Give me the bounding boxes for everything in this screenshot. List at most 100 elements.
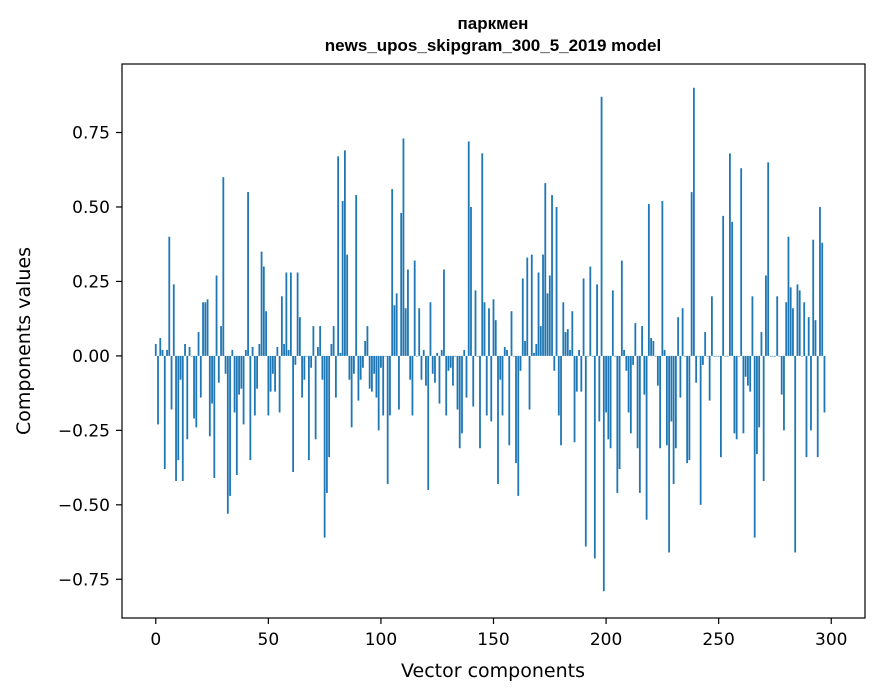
bar <box>429 302 432 356</box>
bar <box>440 349 443 356</box>
bar <box>627 355 630 413</box>
bar <box>670 355 673 422</box>
bar <box>557 355 560 416</box>
bar <box>744 355 747 377</box>
bar <box>645 355 648 520</box>
bar <box>253 355 256 416</box>
bar <box>244 349 247 356</box>
bar <box>316 346 319 356</box>
bar <box>301 355 304 398</box>
bar <box>708 355 711 401</box>
bar <box>582 278 585 356</box>
bar <box>298 317 301 356</box>
bar <box>425 355 427 386</box>
bar <box>416 355 418 357</box>
bar <box>461 355 463 434</box>
bar <box>467 141 470 356</box>
bar <box>722 215 725 356</box>
bar <box>821 242 824 356</box>
bar <box>470 206 472 356</box>
bar <box>510 311 513 356</box>
bar <box>542 254 544 356</box>
bar <box>377 355 380 431</box>
bar <box>458 355 461 449</box>
bar <box>733 355 736 434</box>
bar <box>584 355 587 547</box>
bar <box>715 355 718 357</box>
bar <box>758 355 761 428</box>
y-tick-label: 0.25 <box>72 272 110 292</box>
bar <box>314 355 317 440</box>
bar <box>560 355 562 446</box>
bar <box>321 355 324 380</box>
bar <box>614 355 616 357</box>
bar <box>762 355 765 481</box>
bar <box>598 355 601 422</box>
bar <box>665 355 668 446</box>
bar <box>535 343 538 356</box>
bar <box>749 355 752 392</box>
bar <box>816 355 819 458</box>
bar <box>497 355 499 484</box>
bar <box>407 269 409 356</box>
bar <box>571 311 574 356</box>
bar <box>463 349 466 356</box>
bar <box>353 355 355 374</box>
bar <box>157 355 159 425</box>
bar <box>472 355 475 407</box>
bar <box>413 260 416 356</box>
bar <box>807 317 810 356</box>
bar <box>618 355 621 470</box>
bar <box>323 355 326 538</box>
bar <box>794 355 797 553</box>
chart-subtitle: news_upos_skipgram_300_5_2019 model <box>325 36 661 55</box>
bar <box>647 203 650 356</box>
bar <box>605 355 607 413</box>
bar <box>229 355 231 496</box>
bar <box>418 308 421 356</box>
bar <box>285 272 288 356</box>
bar <box>798 290 801 356</box>
bar <box>760 332 763 356</box>
bar <box>596 284 598 356</box>
bar <box>641 326 643 356</box>
bar <box>767 162 770 356</box>
bar <box>629 355 632 434</box>
bar <box>533 352 535 356</box>
bar <box>443 269 445 356</box>
bar <box>256 355 258 389</box>
bar <box>231 349 234 356</box>
bar <box>812 239 815 356</box>
bar <box>195 355 198 428</box>
y-axis-label: Components values <box>13 247 35 435</box>
x-axis-label: Vector components <box>401 660 585 682</box>
bar <box>539 326 542 356</box>
bar <box>307 355 310 461</box>
bar <box>211 355 213 404</box>
bar <box>611 290 614 356</box>
bar <box>447 355 450 371</box>
bar <box>515 355 517 464</box>
bar <box>643 355 646 395</box>
bar <box>553 355 556 371</box>
bar <box>177 355 180 461</box>
bar <box>400 212 403 356</box>
bar <box>711 296 713 356</box>
bar <box>503 346 506 356</box>
bar <box>623 349 625 356</box>
y-tick-label: −0.50 <box>58 496 110 516</box>
bar <box>742 355 745 434</box>
bar <box>395 293 398 356</box>
bar <box>499 355 502 380</box>
bar <box>166 349 168 356</box>
bar <box>692 87 695 356</box>
bar <box>602 355 605 592</box>
bar <box>688 355 691 461</box>
bar <box>695 355 698 383</box>
bar <box>616 355 619 493</box>
bar <box>247 192 249 356</box>
bar <box>359 355 362 380</box>
bar <box>436 352 439 356</box>
bar <box>350 355 353 428</box>
